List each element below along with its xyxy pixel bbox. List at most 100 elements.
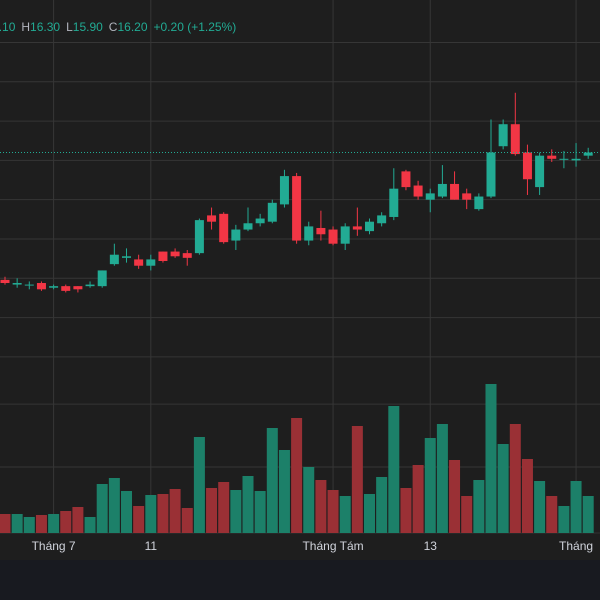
volume-bar xyxy=(582,496,594,533)
candle-body xyxy=(535,155,545,188)
candle-body xyxy=(340,226,350,244)
legend-key: H xyxy=(21,20,30,34)
candle-body xyxy=(292,176,302,241)
candle-body xyxy=(24,284,34,286)
volume-bar xyxy=(436,424,448,533)
candle-body xyxy=(571,158,581,161)
candle-body xyxy=(547,155,557,159)
x-tick-label: Tháng Tám xyxy=(302,539,363,553)
volume-bar xyxy=(145,495,157,533)
volume-bar xyxy=(497,444,509,533)
x-tick-label: Tháng xyxy=(559,539,593,553)
candle-body xyxy=(486,152,496,197)
candle-body xyxy=(304,226,314,241)
volume-bar xyxy=(400,488,412,533)
candle-body xyxy=(97,270,107,287)
volume-bar xyxy=(48,514,60,533)
candle-body xyxy=(146,259,156,266)
legend-value: 16.10 xyxy=(0,20,16,34)
volume-bar xyxy=(72,507,84,533)
candle-body xyxy=(267,202,277,222)
volume-bar xyxy=(351,426,363,533)
candles xyxy=(0,92,600,293)
volume-bar xyxy=(327,490,339,533)
candle-body xyxy=(207,215,217,222)
legend-value: 15.90 xyxy=(73,20,103,34)
candle-body xyxy=(413,185,423,197)
candle-body xyxy=(194,220,204,254)
volume-bar xyxy=(461,496,473,533)
candle-body xyxy=(170,251,180,257)
volume-bar xyxy=(376,477,388,533)
bottom-strip xyxy=(0,560,600,600)
candle-body xyxy=(36,283,46,290)
volume-bar xyxy=(449,460,461,533)
volume-bar xyxy=(206,488,218,533)
legend-value: 16.30 xyxy=(30,20,60,34)
candle-body xyxy=(12,283,22,285)
volume-bar xyxy=(96,484,108,533)
candle-body xyxy=(219,213,229,243)
volume-bar xyxy=(23,517,35,533)
volume-bar xyxy=(546,496,558,533)
volume-bar xyxy=(11,514,23,533)
volume-bar xyxy=(570,481,582,533)
volume-bar xyxy=(315,480,327,533)
candle-body xyxy=(462,193,472,200)
candle-body xyxy=(49,286,59,288)
candle-body xyxy=(510,124,520,155)
candle-body xyxy=(122,256,131,258)
volume-bar xyxy=(230,490,242,533)
candle-body xyxy=(328,229,338,244)
candle-body xyxy=(450,183,460,200)
candle-body xyxy=(231,229,241,241)
volume-bar xyxy=(0,514,11,533)
volume-bar xyxy=(108,478,120,533)
legend-key: L xyxy=(66,20,73,34)
candle-body xyxy=(243,223,253,230)
x-tick-label: Tháng 7 xyxy=(32,539,76,553)
candle-body xyxy=(474,196,484,210)
volume-bar xyxy=(242,476,254,533)
candle-body xyxy=(73,286,83,290)
candle-body xyxy=(559,158,569,160)
volume-bar xyxy=(473,480,485,533)
candle-body xyxy=(583,152,593,156)
candle-body xyxy=(389,188,399,217)
candle-body xyxy=(316,227,326,235)
volume-bar xyxy=(35,515,47,533)
legend-key: C xyxy=(109,20,118,34)
volume-bar xyxy=(193,437,205,533)
legend-value: 16.20 xyxy=(117,20,147,34)
candle-body xyxy=(365,221,374,232)
volume-bar xyxy=(218,482,230,533)
candle-body xyxy=(377,215,387,224)
candle-body xyxy=(437,183,447,197)
candle-body xyxy=(0,279,10,284)
volume-bar xyxy=(266,428,278,533)
volume-bar xyxy=(364,494,375,533)
volume-bar xyxy=(157,494,169,533)
candle-body xyxy=(158,251,168,261)
volume-bar xyxy=(169,489,181,533)
grid xyxy=(0,0,600,533)
volume-bar xyxy=(521,459,533,533)
volume-bar xyxy=(181,508,193,533)
x-tick-label: 13 xyxy=(424,539,438,553)
candle-body xyxy=(425,193,435,200)
volume-bar xyxy=(291,418,303,533)
volume-bar xyxy=(278,450,290,533)
candle-body xyxy=(85,284,95,287)
candle-body xyxy=(401,171,411,188)
volume-bar xyxy=(121,491,132,533)
volume-bar xyxy=(133,506,145,533)
time-axis: Tháng 7 11 Tháng Tám 13 Tháng xyxy=(32,539,593,553)
candle-body xyxy=(498,124,508,147)
candle-body xyxy=(134,259,144,266)
candle-body xyxy=(109,254,119,265)
volume-bar xyxy=(303,467,315,533)
volume-bar xyxy=(412,465,424,533)
candle-body xyxy=(61,286,71,291)
